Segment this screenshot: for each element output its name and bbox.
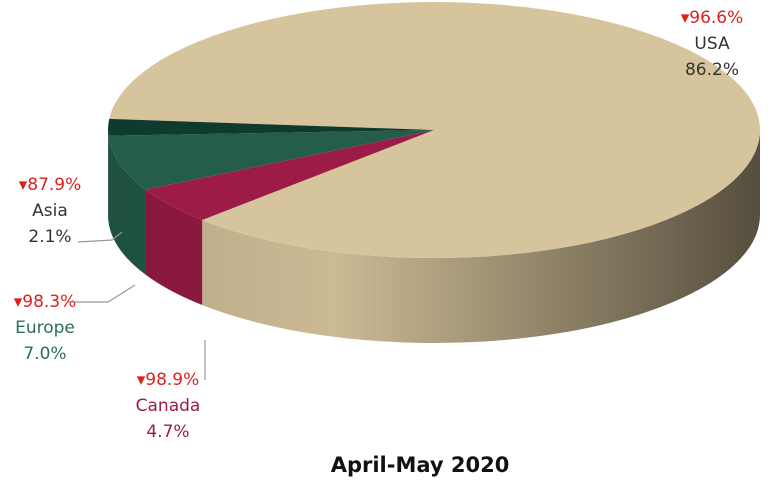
category-label: Europe	[15, 318, 75, 338]
slice-side	[108, 135, 146, 275]
slice-side	[202, 130, 760, 343]
leader-line	[68, 284, 136, 303]
change-label: ▾87.9%	[19, 175, 82, 195]
value-label: 7.0%	[23, 344, 66, 364]
value-label: 86.2%	[685, 60, 739, 80]
slice	[108, 130, 434, 190]
slice	[109, 1, 761, 259]
value-label: 2.1%	[28, 227, 71, 247]
change-label: ▾98.9%	[137, 370, 200, 390]
slice	[145, 130, 435, 221]
slice-side	[145, 189, 203, 306]
change-label: ▾98.3%	[14, 292, 77, 312]
slice	[107, 118, 434, 136]
value-label: 4.7%	[146, 422, 189, 442]
change-label: ▾96.6%	[681, 8, 744, 28]
category-label: USA	[694, 34, 730, 54]
category-label: Canada	[136, 396, 201, 416]
category-label: Asia	[32, 201, 68, 221]
chart-title: April-May 2020	[331, 453, 510, 477]
leader-line	[77, 231, 123, 243]
